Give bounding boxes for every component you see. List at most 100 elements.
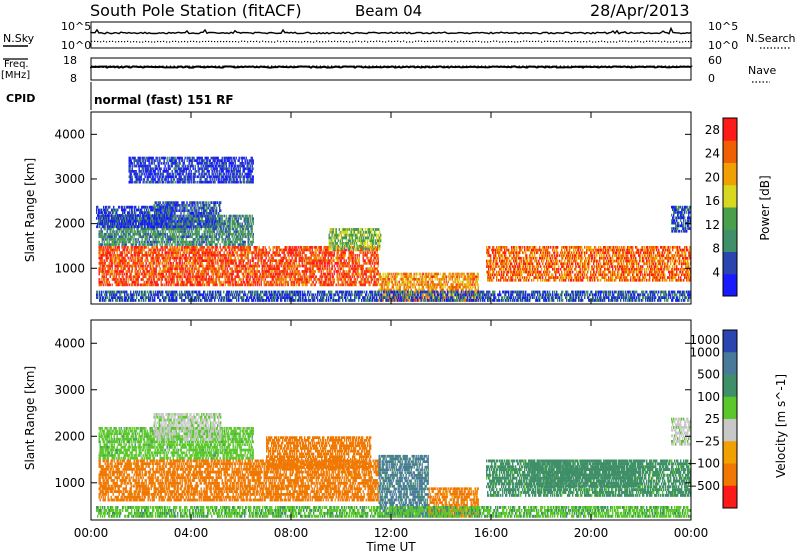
range-cell <box>353 254 354 257</box>
range-cell <box>176 207 177 210</box>
range-cell <box>159 257 160 260</box>
nsearch-point <box>268 41 269 42</box>
range-cell <box>191 215 192 218</box>
range-cell <box>160 262 161 265</box>
nsearch-point <box>478 41 479 42</box>
range-cell <box>258 262 259 265</box>
range-cell <box>200 204 201 207</box>
range-cell <box>153 284 154 287</box>
range-cell <box>363 265 364 268</box>
range-cell <box>234 254 235 257</box>
range-cell <box>283 259 284 262</box>
range-cell <box>198 273 199 276</box>
range-cell <box>156 262 157 265</box>
range-cell <box>343 281 344 284</box>
range-cell <box>197 204 198 207</box>
range-cell <box>208 238 209 241</box>
nsearch-point <box>190 41 191 42</box>
range-cell <box>123 236 124 239</box>
range-cell <box>163 249 164 252</box>
range-cell <box>250 220 251 223</box>
nsearch-point <box>511 41 512 42</box>
range-cell <box>378 254 379 257</box>
range-cell <box>216 281 217 284</box>
nsearch-point <box>481 41 482 42</box>
nave-point <box>342 66 343 67</box>
range-cell <box>203 225 204 228</box>
range-cell <box>350 265 351 268</box>
nsearch-point <box>337 41 338 42</box>
range-cell <box>117 230 118 233</box>
range-cell <box>160 236 161 239</box>
nsearch-point <box>424 41 425 42</box>
range-cell <box>237 254 238 257</box>
range-cell <box>269 251 270 254</box>
range-cell <box>197 278 198 281</box>
range-cell <box>248 217 249 220</box>
range-cell <box>257 284 258 287</box>
range-cell <box>178 236 179 239</box>
range-cell <box>241 262 242 265</box>
range-cell <box>285 254 286 257</box>
range-cell <box>104 241 105 244</box>
range-cell <box>179 233 180 236</box>
range-cell <box>170 257 171 260</box>
nsearch-point <box>226 41 227 42</box>
range-cell <box>330 275 331 278</box>
range-cell <box>238 236 239 239</box>
freq-ytick-bottom: 8 <box>70 72 77 85</box>
range-cell <box>173 262 174 265</box>
range-cell <box>122 273 123 276</box>
range-cell <box>196 207 197 210</box>
range-cell <box>174 275 175 278</box>
range-cell <box>347 281 348 284</box>
range-cell <box>259 284 260 287</box>
nsearch-point <box>490 41 491 42</box>
range-cell <box>128 246 129 249</box>
nsearch-point <box>622 41 623 42</box>
range-cell <box>206 278 207 281</box>
nsearch-point <box>460 41 461 42</box>
range-cell <box>332 273 333 276</box>
range-cell <box>217 230 218 233</box>
range-cell <box>182 249 183 252</box>
range-cell <box>334 251 335 254</box>
range-cell <box>325 265 326 268</box>
range-cell <box>363 251 364 254</box>
range-cell <box>108 278 109 281</box>
nave-point <box>440 66 441 67</box>
nsearch-point <box>652 41 653 42</box>
range-cell <box>269 246 270 249</box>
range-cell <box>144 270 145 273</box>
nave-point <box>241 66 242 67</box>
range-cell <box>162 262 163 265</box>
range-cell <box>230 223 231 226</box>
nsearch-point <box>151 41 152 42</box>
nave-point <box>117 66 118 67</box>
range-cell <box>203 201 204 204</box>
nsearch-point <box>523 41 524 42</box>
range-cell <box>307 275 308 278</box>
nave-point <box>320 66 321 67</box>
range-cell <box>356 281 357 284</box>
range-cell <box>195 238 196 241</box>
range-cell <box>209 284 210 287</box>
nsearch-point <box>628 41 629 42</box>
range-cell <box>119 249 120 252</box>
range-cell <box>176 217 177 220</box>
range-cell <box>255 262 256 265</box>
range-cell <box>117 249 118 252</box>
range-cell <box>175 243 176 246</box>
range-cell <box>126 236 127 239</box>
nave-point <box>609 66 610 67</box>
range-cell <box>179 249 180 252</box>
range-cell <box>213 225 214 228</box>
range-cell <box>165 220 166 223</box>
range-cell <box>259 270 260 273</box>
range-cell <box>202 284 203 287</box>
range-cell <box>129 262 130 265</box>
range-cell <box>255 281 256 284</box>
range-cell <box>119 243 120 246</box>
nsearch-point <box>541 42 542 43</box>
range-cell <box>330 273 331 276</box>
